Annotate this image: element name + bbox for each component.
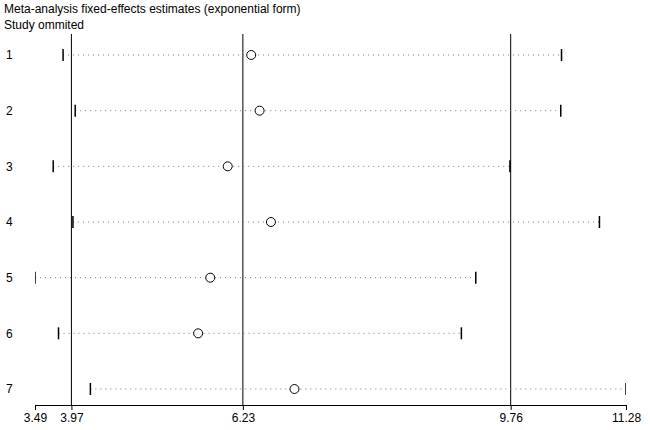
x-tick-label: 3.97 xyxy=(60,411,84,425)
estimate xyxy=(223,162,232,171)
reference-lines xyxy=(71,34,510,405)
ci-line xyxy=(59,333,462,334)
ci-upper-cap xyxy=(475,272,477,284)
ci-upper-cap xyxy=(561,49,563,61)
row-label: 1 xyxy=(6,48,13,62)
x-axis-line xyxy=(36,406,627,411)
ci-upper-cap xyxy=(461,327,463,339)
x-tick-mark xyxy=(35,405,36,410)
ci-line xyxy=(63,55,561,56)
ci-lower-cap xyxy=(62,49,64,61)
ci-lower-cap xyxy=(35,272,36,284)
ci-lower-cap xyxy=(52,160,54,172)
ci-line xyxy=(35,277,476,278)
x-tick: 6.23 xyxy=(232,405,256,425)
row-labels: 1 2 3 4 5 6 7 xyxy=(6,48,13,396)
x-tick-mark xyxy=(626,405,627,410)
ci-upper-cap xyxy=(599,216,601,228)
ci-line xyxy=(90,389,626,390)
row-label: 6 xyxy=(6,327,13,341)
ci-lower-cap xyxy=(72,216,74,228)
estimate xyxy=(266,218,275,227)
row-label: 3 xyxy=(6,160,13,174)
reference-line xyxy=(71,34,72,405)
ci-upper-cap xyxy=(560,105,562,117)
x-tick: 9.76 xyxy=(500,405,524,425)
estimate xyxy=(255,106,264,115)
x-tick-mark xyxy=(511,405,512,410)
estimate xyxy=(194,329,203,338)
ci-line xyxy=(53,166,510,167)
ci-line xyxy=(75,110,561,111)
row-label: 5 xyxy=(6,271,13,285)
estimate xyxy=(290,385,299,394)
reference-line xyxy=(242,34,243,405)
reference-line xyxy=(510,34,511,405)
ci-upper-cap xyxy=(509,160,511,172)
x-tick-mark xyxy=(243,405,244,410)
x-axis: 3.49 3.97 6.23 9.76 11.28 xyxy=(24,405,642,425)
estimate xyxy=(247,51,256,60)
ci-upper-cap xyxy=(625,383,626,395)
chart: Meta-analysis fixed-effects estimates (e… xyxy=(0,0,650,430)
estimate xyxy=(206,273,215,282)
subtitle: Study ommited xyxy=(4,18,84,32)
x-tick-label: 11.28 xyxy=(612,411,641,425)
row-label: 7 xyxy=(6,382,13,396)
x-tick-label: 6.23 xyxy=(232,411,256,425)
title: Meta-analysis fixed-effects estimates (e… xyxy=(4,2,301,16)
ci-line xyxy=(73,222,600,223)
x-tick-label: 9.76 xyxy=(500,411,524,425)
row-label: 2 xyxy=(6,104,13,118)
x-tick-label: 3.49 xyxy=(24,411,48,425)
ci-lower-cap xyxy=(90,383,92,395)
row-label: 4 xyxy=(6,215,13,229)
ci-lower-cap xyxy=(74,105,76,117)
ci-lower-cap xyxy=(58,327,60,339)
x-tick-mark xyxy=(71,405,72,410)
x-tick: 3.97 xyxy=(60,405,84,425)
marks xyxy=(35,49,626,395)
x-tick: 3.49 xyxy=(24,405,48,425)
x-tick: 11.28 xyxy=(612,405,641,425)
